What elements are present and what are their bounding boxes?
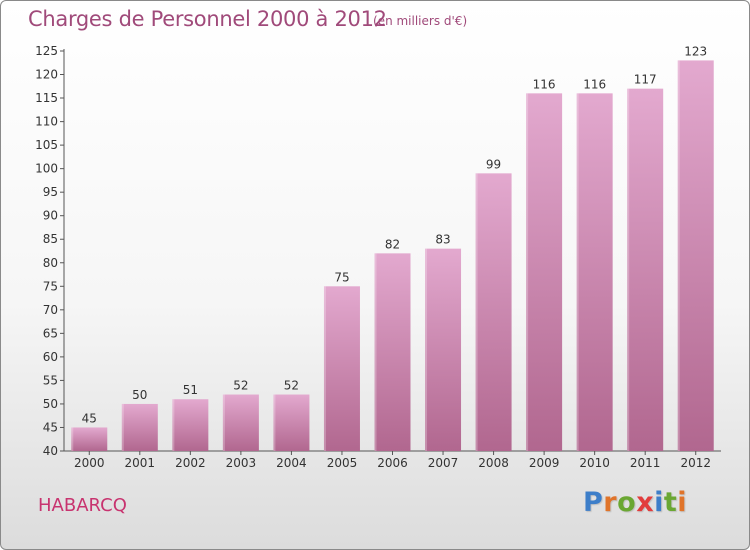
bar-highlight: [475, 173, 478, 451]
bar-highlight: [576, 93, 579, 452]
bar: [627, 88, 664, 451]
bar-value-label: 116: [533, 77, 556, 91]
y-tick-label: 45: [43, 420, 58, 434]
x-tick-label: 2005: [327, 456, 358, 470]
bar-highlight: [374, 253, 377, 451]
bar-highlight: [425, 248, 428, 451]
bar: [222, 394, 259, 451]
bar-highlight: [71, 427, 74, 451]
logo-letter: r: [603, 487, 618, 518]
bar-value-label: 52: [284, 379, 299, 393]
bar-value-label: 123: [684, 44, 707, 58]
y-tick-label: 120: [35, 68, 58, 82]
y-tick-label: 125: [35, 44, 58, 58]
x-tick-label: 2008: [478, 456, 509, 470]
bar: [576, 93, 613, 452]
x-tick-label: 2010: [579, 456, 610, 470]
x-tick-label: 2004: [276, 456, 307, 470]
bar-highlight: [323, 286, 326, 451]
bar: [677, 60, 714, 451]
bar-highlight: [526, 93, 529, 452]
logo-letter: t: [663, 487, 678, 518]
x-tick-label: 2003: [226, 456, 257, 470]
bar-value-label: 99: [486, 157, 501, 171]
y-tick-label: 100: [35, 162, 58, 176]
y-tick-label: 50: [43, 397, 58, 411]
bar-highlight: [677, 60, 680, 451]
bar-value-label: 83: [435, 233, 450, 247]
bar-value-label: 52: [233, 379, 248, 393]
bar-value-label: 45: [82, 411, 97, 425]
x-tick-label: 2007: [428, 456, 459, 470]
data-labels: 45 50 51 52 52 75 82 83 99 116 116 117 123: [82, 44, 708, 425]
y-tick-label: 110: [35, 115, 58, 129]
bar-highlight: [627, 88, 630, 451]
axes: 40 45 50 55 60 65 70 75 80 85 90 95 100 105 110 115 120 1…: [35, 44, 721, 470]
x-tick-label: 2000: [74, 456, 105, 470]
x-tick-label: 2006: [377, 456, 408, 470]
y-tick-label: 105: [35, 138, 58, 152]
bar-value-label: 51: [183, 383, 198, 397]
y-tick-label: 60: [43, 350, 58, 364]
y-tick-label: 55: [43, 373, 58, 387]
proxiti-logo[interactable]: Proxiti: [583, 487, 687, 518]
logo-letter: o: [617, 487, 637, 518]
bar-value-label: 75: [334, 270, 349, 284]
x-tick-label: 2001: [125, 456, 156, 470]
bar: [425, 248, 462, 451]
x-tick-label: 2002: [175, 456, 206, 470]
chart-title: Charges de Personnel 2000 à 2012: [28, 7, 387, 31]
bar-value-label: 116: [583, 77, 606, 91]
bar: [273, 394, 310, 451]
y-tick-label: 40: [43, 444, 58, 458]
logo-letter: i: [654, 487, 664, 518]
bar: [172, 399, 209, 451]
bar-highlight: [172, 399, 175, 451]
y-tick-label: 85: [43, 232, 58, 246]
bar-value-label: 82: [385, 237, 400, 251]
y-tick-label: 65: [43, 326, 58, 340]
bars: [71, 60, 714, 452]
bar: [475, 173, 512, 451]
bar: [71, 427, 108, 451]
x-tick-label: 2009: [529, 456, 560, 470]
bar: [526, 93, 563, 452]
chart-subtitle: (en milliers d'€): [373, 14, 468, 28]
x-tick-label: 2012: [680, 456, 711, 470]
bar-highlight: [121, 403, 124, 451]
commune-name: HABARCQ: [38, 495, 127, 516]
y-tick-label: 115: [35, 91, 58, 105]
logo-letter: i: [677, 487, 688, 518]
y-tick-label: 80: [43, 256, 58, 270]
bar-value-label: 50: [132, 388, 147, 402]
y-tick-label: 70: [43, 303, 58, 317]
bar-highlight: [273, 394, 276, 451]
bar: [121, 403, 158, 451]
bar: [374, 253, 411, 451]
logo-letter: P: [583, 487, 604, 518]
y-tick-label: 95: [43, 185, 58, 199]
x-tick-label: 2011: [630, 456, 661, 470]
bar: [323, 286, 360, 451]
logo-letter: x: [636, 487, 655, 518]
bar-value-label: 117: [634, 73, 657, 87]
y-tick-label: 90: [43, 209, 58, 223]
bar-highlight: [222, 394, 225, 451]
y-tick-label: 75: [43, 279, 58, 293]
